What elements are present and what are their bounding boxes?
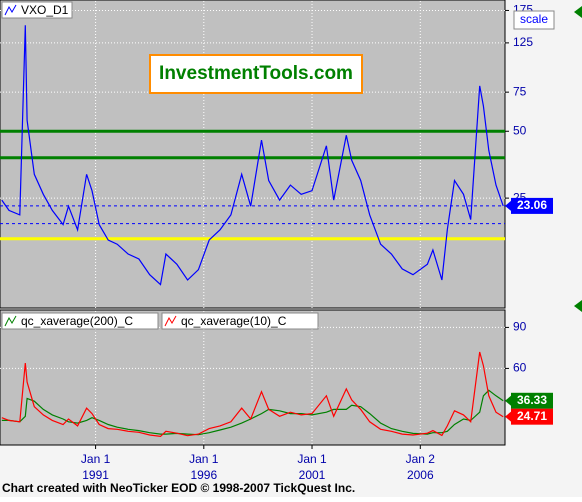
last-value-box — [511, 408, 553, 425]
x-tick-label: Jan 1 — [297, 452, 327, 466]
x-tick-label: 1991 — [82, 468, 109, 482]
scroll-marker — [574, 6, 582, 18]
legend-box — [161, 312, 319, 330]
top-panel — [0, 0, 506, 309]
last-value-box — [511, 197, 553, 214]
series-line — [1, 351, 504, 438]
x-tick-label: 1996 — [190, 468, 217, 482]
last-value-label: 23.06 — [517, 198, 547, 212]
y-tick-label: 50 — [513, 123, 527, 137]
scale-button-label[interactable]: scale — [520, 12, 548, 26]
y-tick-label: 125 — [513, 35, 533, 49]
y-tick-label: 75 — [513, 84, 527, 98]
y-tick-label: 90 — [513, 320, 527, 334]
legend-icon — [4, 4, 17, 16]
scale-button[interactable] — [513, 10, 555, 30]
x-tick-label: Jan 1 — [81, 452, 111, 466]
legend-label: VXO_D1 — [21, 3, 69, 17]
series-line — [1, 25, 504, 286]
watermark: InvestmentTools.com — [159, 63, 353, 84]
last-value-pointer — [505, 411, 511, 422]
y-tick-label: 60 — [513, 361, 527, 375]
scroll-marker — [574, 300, 582, 312]
legend-box — [1, 312, 159, 330]
legend-label: qc_xaverage(10)_C — [181, 314, 287, 328]
x-tick-label: Jan 2 — [406, 452, 436, 466]
x-tick-label: 2001 — [299, 468, 326, 482]
last-value-box — [511, 392, 553, 409]
footer: Chart created with NeoTicker EOD © 1998-… — [2, 481, 355, 495]
legend-label: qc_xaverage(200)_C — [21, 314, 133, 328]
last-value-label: 24.71 — [517, 409, 547, 423]
legend-icon — [164, 315, 177, 327]
watermark-box — [149, 54, 363, 94]
x-tick-label: 2006 — [407, 468, 434, 482]
last-value-pointer — [505, 200, 511, 211]
bottom-panel — [0, 309, 506, 446]
x-tick-label: Jan 1 — [189, 452, 219, 466]
legend-icon — [4, 315, 17, 327]
last-value-pointer — [505, 395, 511, 406]
last-value-label: 36.33 — [517, 393, 547, 407]
legend-box — [1, 1, 73, 19]
